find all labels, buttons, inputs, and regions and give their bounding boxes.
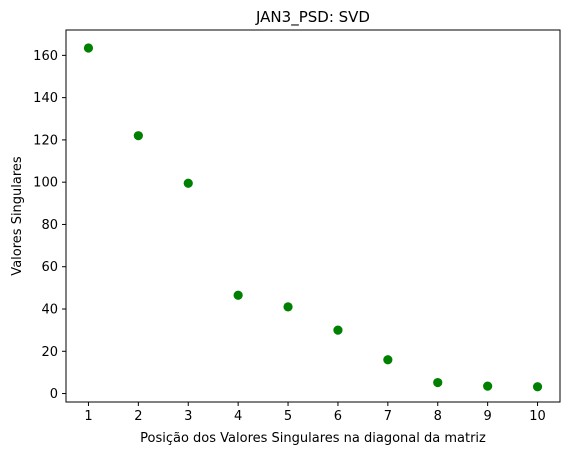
y-tick-label: 20 [41,345,58,360]
data-point [532,382,543,392]
x-tick-label: 1 [84,409,92,424]
y-tick-label: 0 [50,387,58,402]
data-point [133,131,143,141]
x-tick-label: 3 [184,409,192,424]
x-tick-label: 6 [334,409,342,424]
x-tick-label: 10 [529,409,546,424]
chart-title: JAN3_PSD: SVD [255,8,370,27]
y-tick-label: 40 [41,303,58,318]
data-point [433,377,443,388]
data-point [333,325,343,335]
x-tick-label: 8 [434,409,442,424]
x-axis-label: Posição dos Valores Singulares na diagon… [140,431,486,446]
y-tick-label: 140 [33,91,58,106]
y-tick-label: 160 [33,49,58,64]
data-point [183,178,193,188]
y-tick-label: 120 [33,133,58,148]
y-tick-label: 80 [41,218,58,233]
x-tick-label: 4 [234,409,242,424]
data-point [283,302,293,312]
y-tick-label: 60 [41,260,58,275]
data-point [233,290,243,300]
x-tick-label: 9 [484,409,492,424]
x-tick-label: 2 [134,409,142,424]
x-tick-label: 7 [384,409,392,424]
data-point [483,381,493,391]
y-axis-label: Valores Singulares [10,156,25,276]
plot-frame [65,29,561,403]
x-tick-label: 5 [284,409,292,424]
data-point [383,355,393,365]
y-tick-label: 100 [33,176,58,191]
data-point [83,43,94,53]
